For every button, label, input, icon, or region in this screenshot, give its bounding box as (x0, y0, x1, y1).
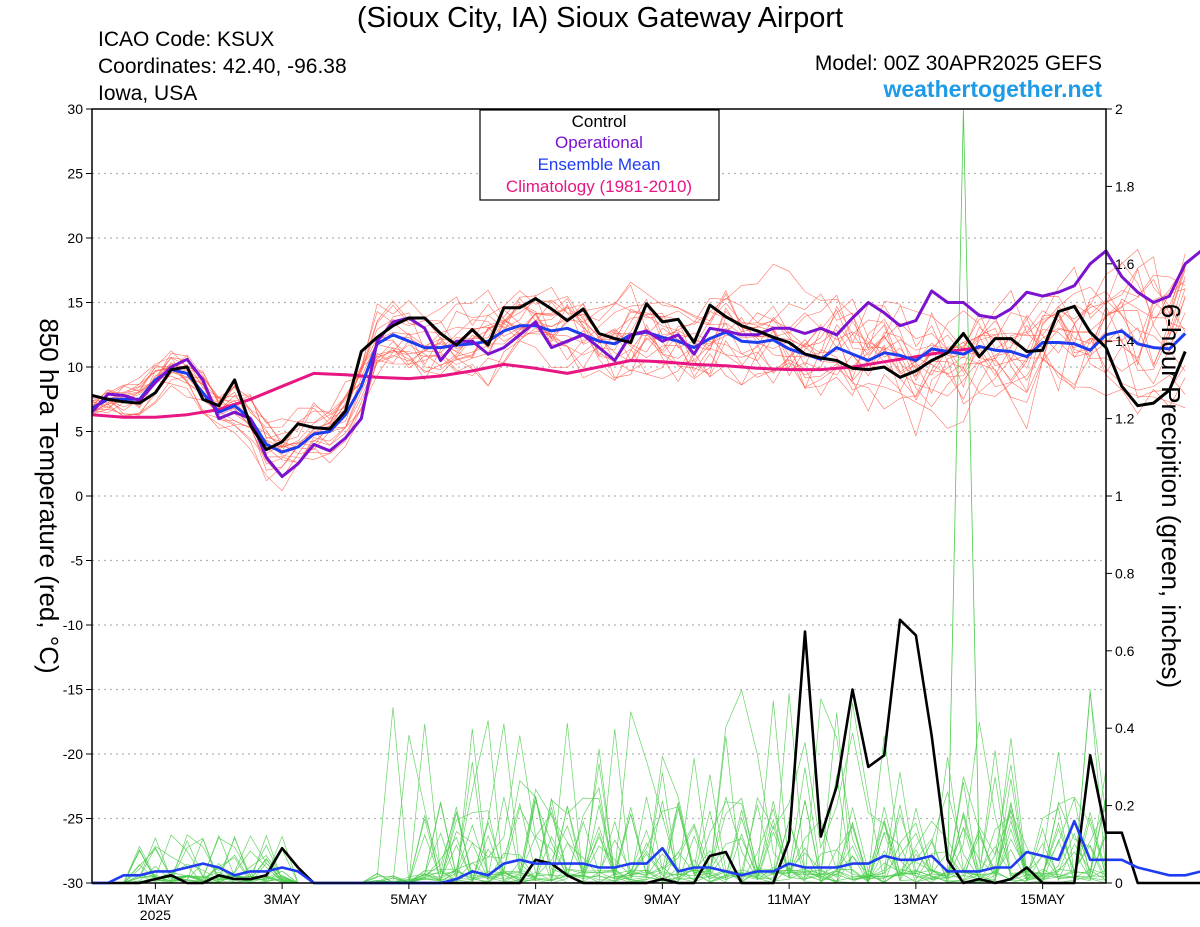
coordinates: Coordinates: 42.40, -96.38 (98, 55, 347, 78)
temp-climatology-line (91, 346, 980, 419)
y-tick-label-right: 2 (1115, 101, 1123, 117)
y-tick-label-left: -5 (71, 553, 84, 569)
x-tick-label: 5MAY (390, 891, 428, 907)
y-tick-label-left: 15 (67, 295, 83, 311)
precip-member-line (92, 758, 1107, 884)
temp-member-line (91, 264, 1186, 430)
x-tick-sublabel: 2025 (140, 907, 171, 923)
legend-ensemble-mean: Ensemble Mean (538, 155, 661, 174)
precip-member-lines (92, 108, 1107, 884)
temp-member-line (91, 275, 1186, 429)
x-tick-label: 7MAY (517, 891, 555, 907)
axes-layer: 302520151050-5-10-15-20-25-3021.81.61.41… (63, 101, 1135, 923)
y-axis-label-left: 850 hPa Temperature (red, °C) (34, 318, 64, 673)
temp-member-line (91, 298, 1186, 464)
y-axis-label-right: 6-hour Precipition (green, inches) (1156, 304, 1186, 688)
y-tick-label-left: 10 (67, 359, 83, 375)
page-title: (Sioux City, IA) Sioux Gateway Airport (356, 2, 844, 34)
y-tick-label-right: 0.4 (1115, 720, 1135, 736)
temp-control-line (91, 297, 1187, 452)
temp-member-line (91, 290, 1186, 439)
series-layer (90, 249, 1200, 885)
y-tick-label-right: 1.2 (1115, 411, 1135, 427)
temp-member-line (91, 263, 1186, 442)
precip-member-line (92, 689, 1107, 884)
grid-layer (92, 172, 1106, 820)
legend-box (479, 109, 720, 201)
precip-member-line (92, 707, 1107, 884)
y-tick-label-right: 0.2 (1115, 798, 1135, 814)
precip-ensemble-mean-line (92, 819, 1200, 885)
legend-control: Control (572, 112, 627, 131)
x-tick-label: 11MAY (767, 891, 811, 907)
x-tick-label: 1MAY (137, 891, 175, 907)
model-run: Model: 00Z 30APR2025 GEFS (814, 52, 1102, 75)
y-tick-label-left: -25 (63, 811, 83, 827)
legend: Control Operational Ensemble Mean Climat… (479, 109, 720, 201)
legend-climatology: Climatology (1981-2010) (506, 177, 692, 196)
precip-member-line (92, 712, 1107, 884)
x-tick-label: 13MAY (893, 891, 939, 907)
precip-member-line (92, 700, 1107, 884)
temp-member-line (91, 274, 1186, 465)
y-tick-label-right: 1 (1115, 488, 1123, 504)
y-tick-label-left: 5 (75, 424, 83, 440)
precip-member-line (92, 800, 1107, 884)
y-tick-label-right: 0 (1115, 875, 1123, 891)
y-tick-label-left: 25 (67, 166, 83, 182)
y-tick-label-left: -15 (63, 682, 83, 698)
y-tick-label-left: -10 (63, 617, 83, 633)
x-tick-label: 9MAY (644, 891, 682, 907)
y-tick-label-left: -20 (63, 746, 83, 762)
region: Iowa, USA (98, 82, 198, 105)
y-tick-label-right: 1.8 (1115, 178, 1135, 194)
precip-member-line (92, 728, 1107, 884)
y-tick-label-right: 0.6 (1115, 643, 1135, 659)
y-tick-label-right: 1.4 (1115, 333, 1135, 349)
icao-code: ICAO Code: KSUX (98, 28, 275, 51)
y-tick-label-left: -30 (63, 875, 83, 891)
temp-member-line (91, 256, 1186, 492)
y-tick-label-left: 20 (67, 230, 83, 246)
y-tick-label-right: 0.8 (1115, 565, 1135, 581)
temp-member-lines (91, 248, 1186, 492)
temp-member-line (91, 313, 1186, 451)
legend-operational: Operational (555, 133, 643, 152)
precip-member-line (92, 711, 1107, 884)
plot-frame (91, 108, 1107, 884)
precip-member-line (92, 698, 1107, 884)
temp-member-line (91, 253, 1186, 452)
y-tick-label-left: 30 (67, 101, 83, 117)
x-tick-label: 3MAY (264, 891, 302, 907)
site-link[interactable]: weathertogether.net (883, 76, 1102, 102)
x-tick-label: 15MAY (1020, 891, 1066, 907)
y-tick-label-right: 1.6 (1115, 256, 1135, 272)
temp-operational-line (90, 249, 1200, 479)
y-tick-label-left: 0 (75, 488, 83, 504)
